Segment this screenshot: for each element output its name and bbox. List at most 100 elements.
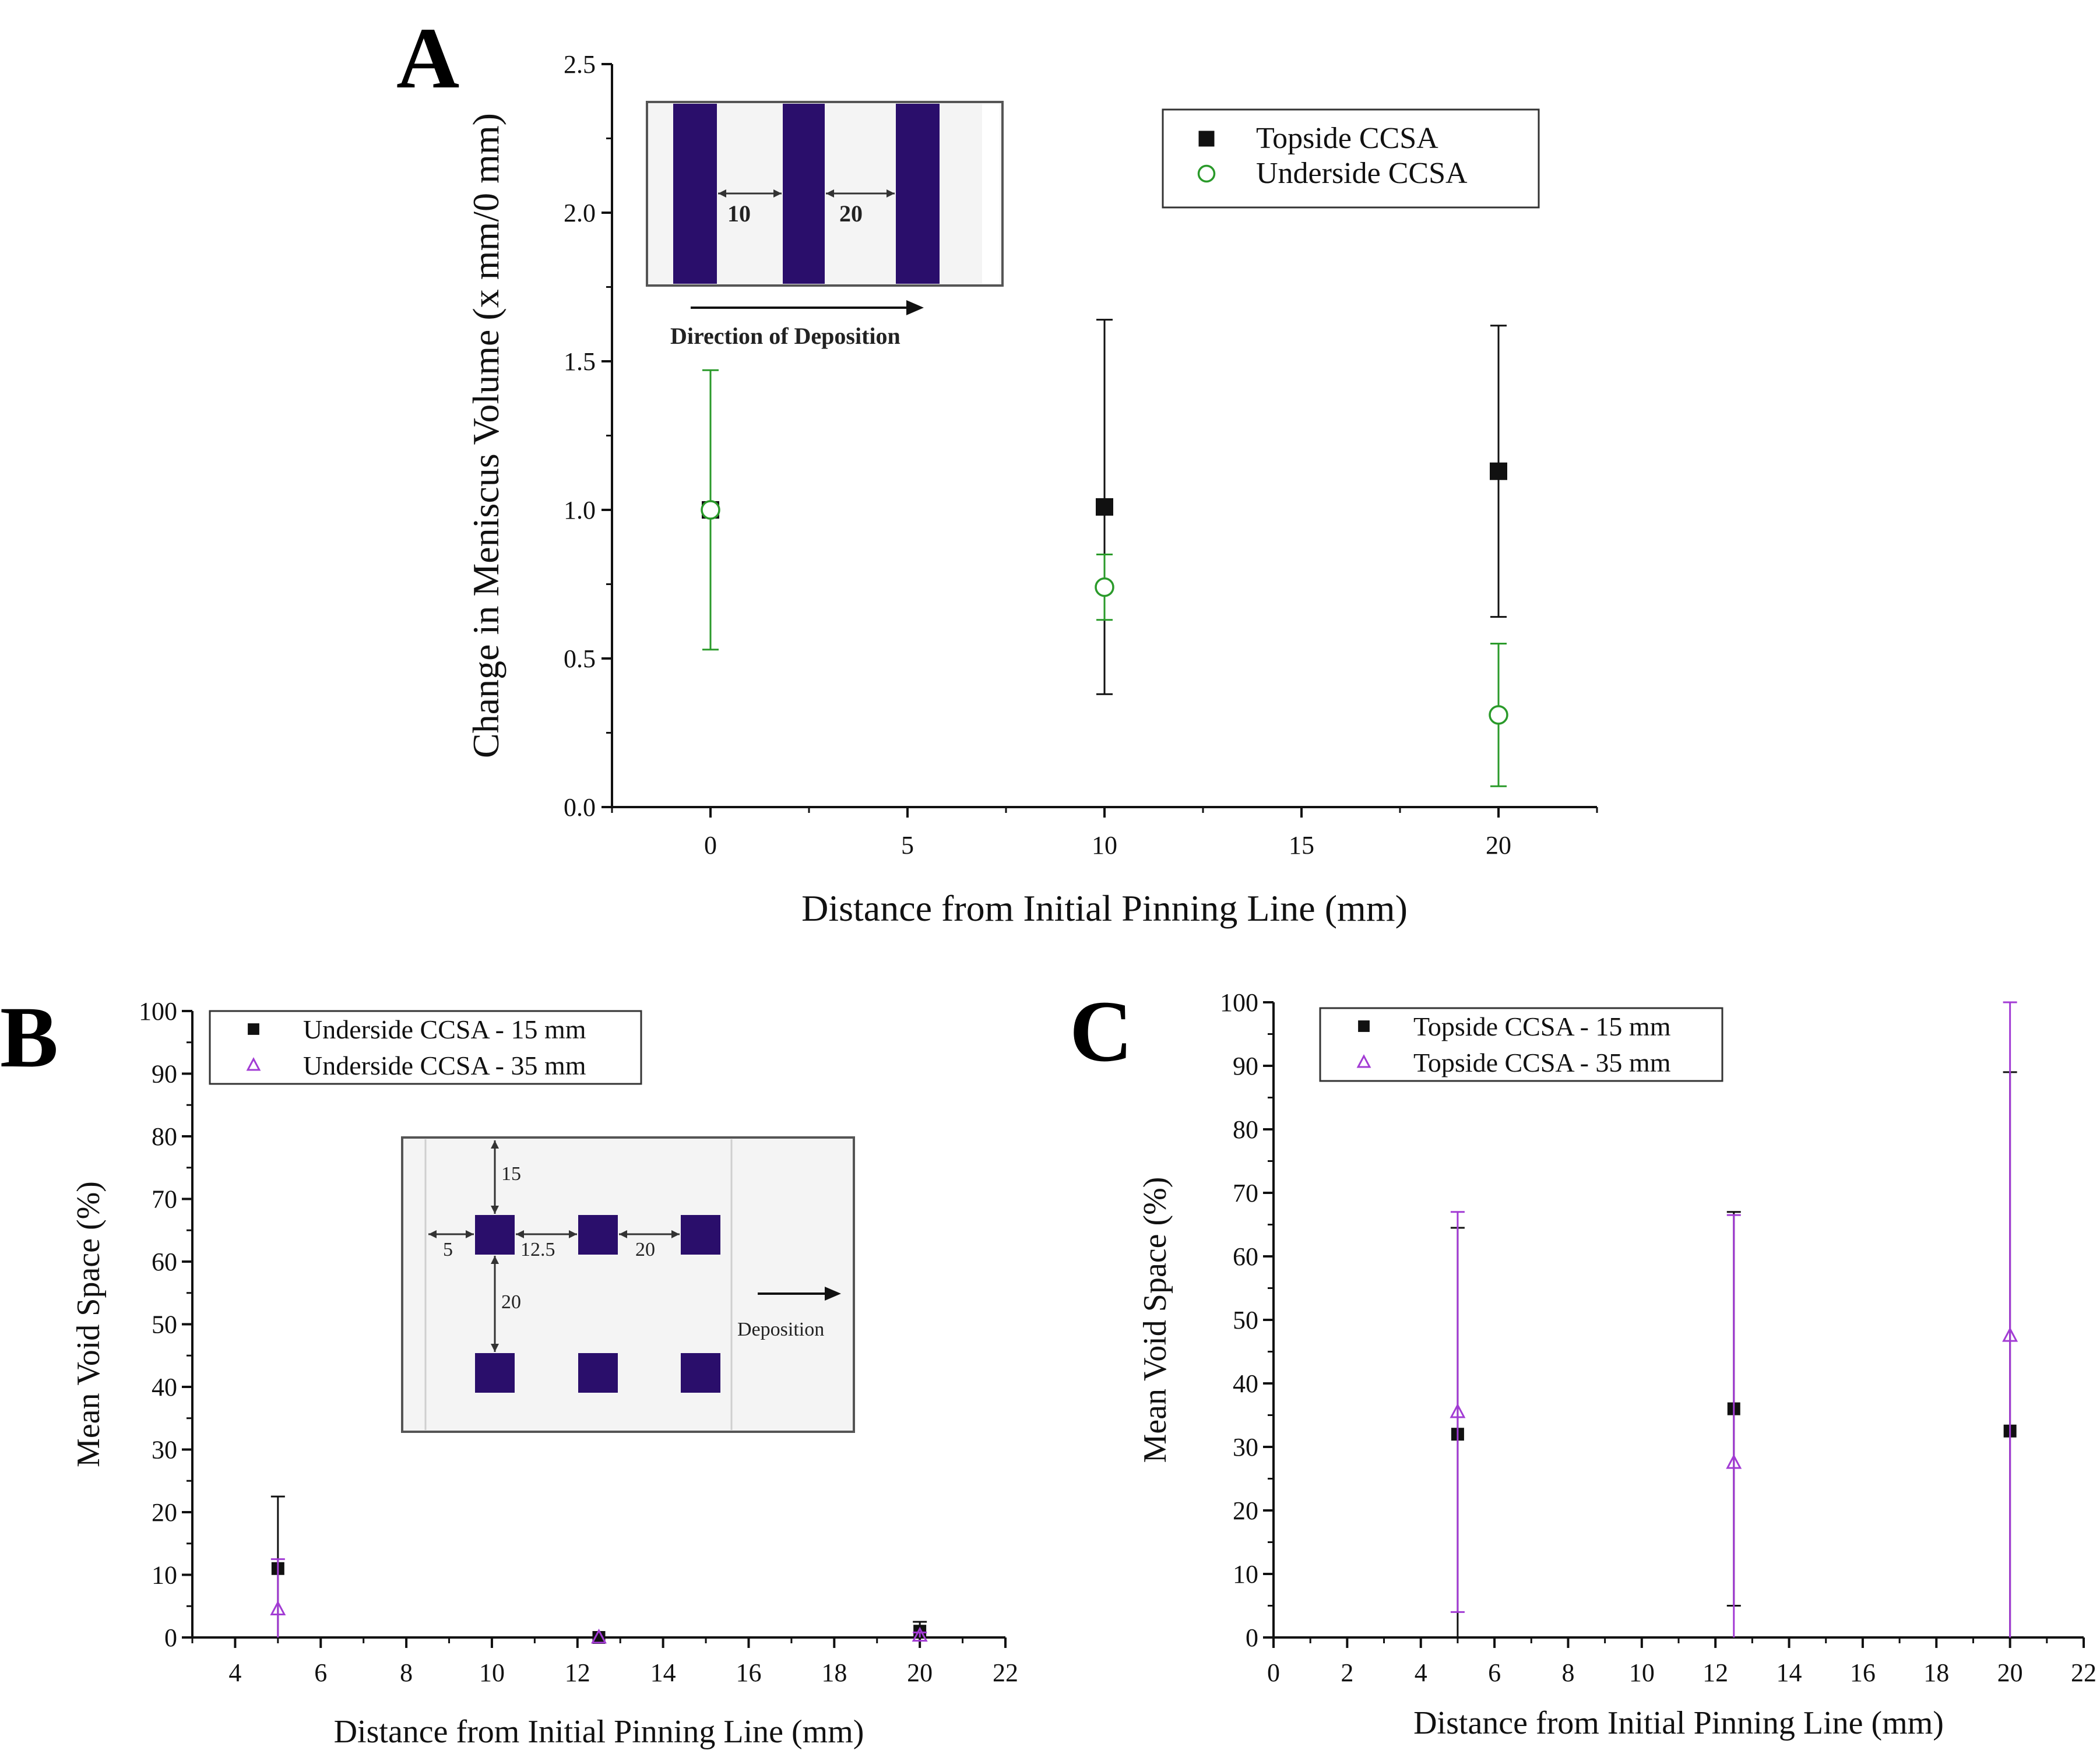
legend-c: Topside CCSA - 15 mm Topside CCSA - 35 mm: [1319, 1007, 1723, 1082]
series-0: [270, 1495, 927, 1644]
y-tick-label: 90: [1233, 1052, 1258, 1080]
inset-strip: [783, 104, 825, 284]
y-tick-label: 80: [1233, 1115, 1258, 1144]
legend-marker: [1198, 131, 1215, 147]
inset-diagram-b: 15 5 12.5 20 20 Deposition: [401, 1136, 855, 1433]
series-0: [702, 319, 1507, 695]
y-tick-label: 0: [1246, 1623, 1258, 1652]
y-tick-label: 2.5: [564, 50, 596, 79]
data-point: [592, 1631, 606, 1644]
y-tick-label: 100: [139, 997, 177, 1026]
y-tick-label: 40: [152, 1373, 177, 1401]
y-axis-label: Mean Void Space (%): [1137, 1177, 1173, 1463]
y-tick-label: 60: [152, 1248, 177, 1276]
data-point: [1726, 1454, 1742, 1469]
inset-strip: [673, 104, 717, 284]
legend-label: Underside CCSA: [1256, 157, 1468, 190]
y-tick-label: 40: [1233, 1369, 1258, 1398]
data-point: [270, 1600, 286, 1616]
inset-square: [578, 1215, 618, 1255]
x-tick-label: 12: [565, 1658, 590, 1687]
y-tick-label: 0.0: [564, 793, 596, 822]
inset-label-20-v: 20: [501, 1291, 521, 1313]
inset-label-5: 5: [443, 1239, 453, 1260]
y-tick-label: 30: [152, 1436, 177, 1464]
legend-marker: [1197, 164, 1216, 183]
y-tick-label: 10: [1233, 1560, 1258, 1589]
x-tick-label: 16: [736, 1658, 761, 1687]
legend-label: Topside CCSA - 35 mm: [1413, 1048, 1671, 1077]
chart-panel-c: C 0 10 20 30 40 50 60 70 80 90 100 0 2 4 6 8 10 12 14 16 18 2…: [1070, 983, 2097, 1741]
panel-label-a: A: [396, 10, 459, 107]
x-tick-label: 15: [1289, 831, 1314, 860]
data-point: [591, 1628, 607, 1644]
y-tick-label: 50: [152, 1311, 177, 1339]
legend-label: Topside CCSA - 15 mm: [1413, 1012, 1671, 1041]
data-point: [1450, 1403, 1466, 1418]
y-tick-label: 30: [1233, 1433, 1258, 1461]
inset-label-10: 10: [727, 200, 751, 227]
data-point: [701, 500, 720, 520]
series-1: [701, 369, 1508, 787]
x-tick-label: 20: [907, 1658, 933, 1687]
y-tick-label: 50: [1233, 1306, 1258, 1334]
axes-a: 0.0 0.5 1.0 1.5 2.0 2.5 0 5 10 15 20 Distance from …: [465, 50, 1598, 929]
x-tick-label: 8: [1561, 1658, 1574, 1687]
inset-strip: [896, 104, 940, 284]
data-point: [2002, 1327, 2018, 1342]
legend-b: Underside CCSA - 15 mm Underside CCSA - 3…: [209, 1010, 642, 1085]
y-tick-label: 0.5: [564, 644, 596, 673]
data-point: [912, 1626, 928, 1642]
y-tick-label: 2.0: [564, 199, 596, 227]
data-point: [1096, 498, 1113, 516]
x-tick-label: 0: [704, 831, 717, 860]
x-tick-label: 22: [2071, 1658, 2097, 1687]
y-tick-label: 1.5: [564, 347, 596, 376]
y-tick-label: 80: [152, 1122, 177, 1151]
x-axis-label: Distance from Initial Pinning Line (mm): [334, 1714, 864, 1750]
x-tick-label: 14: [1777, 1658, 1802, 1687]
legend-marker: [246, 1057, 261, 1071]
panel-label-b: B: [0, 989, 58, 1086]
y-tick-label: 100: [1220, 988, 1258, 1017]
y-tick-label: 70: [152, 1185, 177, 1214]
axes-c: 0 10 20 30 40 50 60 70 80 90 100 0 2 4 6 8 10 12 14 16 18 20 2…: [1137, 988, 2097, 1741]
x-tick-label: 4: [1415, 1658, 1427, 1687]
inset-label-20-h: 20: [635, 1239, 655, 1260]
arrow-right-icon: [825, 1287, 841, 1301]
x-tick-label: 6: [314, 1658, 327, 1687]
inset-diagram-a: 10 20 Direction of Deposition: [646, 101, 1004, 349]
legend-marker: [248, 1023, 259, 1035]
series-1: [270, 1558, 928, 1644]
y-tick-label: 0: [164, 1623, 177, 1652]
legend-label: Underside CCSA - 15 mm: [303, 1015, 586, 1044]
chart-panel-a: A 0.0 0.5 1.0 1.5 2.0 2.5 0 5 10 15 20 Distance fro…: [396, 10, 1598, 929]
legend-label: Topside CCSA: [1256, 122, 1438, 155]
inset-square: [475, 1353, 515, 1393]
x-tick-label: 10: [1629, 1658, 1655, 1687]
y-tick-label: 10: [152, 1561, 177, 1590]
x-tick-label: 16: [1850, 1658, 1876, 1687]
legend-box: [1319, 1007, 1723, 1082]
inset-square: [681, 1353, 720, 1393]
legend-box: [1162, 108, 1540, 209]
x-tick-label: 5: [901, 831, 914, 860]
arrow-right-icon: [906, 300, 924, 315]
inset-caption-b: Deposition: [737, 1319, 824, 1340]
legend-box: [209, 1010, 642, 1085]
series-1: [1450, 1001, 2018, 1637]
y-axis-label: Change in Meniscus Volume (x mm/0 mm): [465, 113, 506, 758]
inset-caption-a: Direction of Deposition: [670, 323, 900, 349]
x-axis-label: Distance from Initial Pinning Line (mm): [801, 887, 1408, 929]
data-point: [1490, 462, 1507, 480]
y-tick-label: 60: [1233, 1242, 1258, 1271]
inset-label-20: 20: [839, 200, 863, 227]
x-tick-label: 8: [400, 1658, 413, 1687]
y-axis-label: Mean Void Space (%): [71, 1181, 107, 1467]
y-tick-label: 1.0: [564, 496, 596, 524]
axes-b: 0 10 20 30 40 50 60 70 80 90 100 4 6 8 10 12 14 16 18 20 22 D…: [71, 997, 1018, 1750]
x-tick-label: 20: [1486, 831, 1511, 860]
x-tick-label: 6: [1488, 1658, 1501, 1687]
inset-label-15: 15: [501, 1163, 521, 1185]
